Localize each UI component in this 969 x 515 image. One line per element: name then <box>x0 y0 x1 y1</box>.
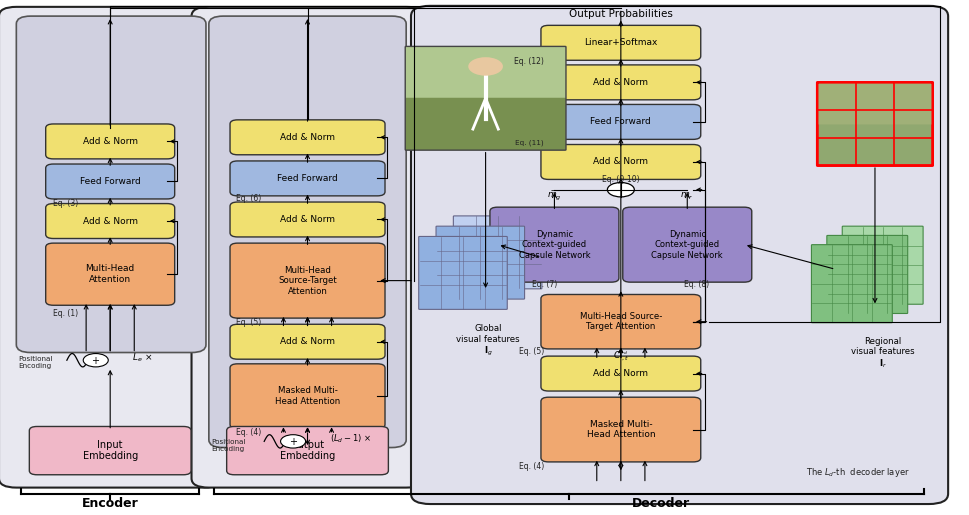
FancyBboxPatch shape <box>816 82 932 125</box>
Text: Feed Forward: Feed Forward <box>277 174 337 183</box>
Text: Eq. (5): Eq. (5) <box>235 318 261 327</box>
FancyBboxPatch shape <box>816 82 932 165</box>
Circle shape <box>607 182 634 197</box>
FancyBboxPatch shape <box>405 46 565 99</box>
Text: Add & Norm: Add & Norm <box>82 216 138 226</box>
FancyBboxPatch shape <box>489 207 618 282</box>
FancyBboxPatch shape <box>29 426 191 475</box>
Text: Add & Norm: Add & Norm <box>82 137 138 146</box>
Text: Masked Multi-
Head Attention: Masked Multi- Head Attention <box>586 420 654 439</box>
FancyBboxPatch shape <box>811 245 891 323</box>
Text: Eq. (11): Eq. (11) <box>515 139 544 146</box>
Text: Eq. (5): Eq. (5) <box>518 347 544 356</box>
FancyBboxPatch shape <box>46 203 174 238</box>
Text: Eq. (12): Eq. (12) <box>514 58 544 66</box>
Text: The $L_d$-th  decoder layer: The $L_d$-th decoder layer <box>805 467 909 479</box>
Text: $+$: $+$ <box>91 355 100 366</box>
FancyBboxPatch shape <box>16 16 205 353</box>
Text: Multi-Head Source-
Target Attention: Multi-Head Source- Target Attention <box>579 312 662 331</box>
FancyBboxPatch shape <box>230 243 385 318</box>
FancyBboxPatch shape <box>230 324 385 359</box>
FancyBboxPatch shape <box>191 7 423 488</box>
FancyBboxPatch shape <box>541 295 700 349</box>
Text: Global
visual features
$\mathbf{I}_g$: Global visual features $\mathbf{I}_g$ <box>455 324 519 358</box>
FancyBboxPatch shape <box>541 65 700 100</box>
FancyBboxPatch shape <box>411 6 947 504</box>
Text: Eq. (4): Eq. (4) <box>518 461 544 471</box>
Text: Eq. (4): Eq. (4) <box>235 428 261 437</box>
Text: Masked Multi-
Head Attention: Masked Multi- Head Attention <box>274 386 340 406</box>
FancyBboxPatch shape <box>208 16 406 448</box>
Circle shape <box>280 435 305 448</box>
FancyBboxPatch shape <box>46 124 174 159</box>
Circle shape <box>83 353 109 367</box>
Text: $L_e$ ×: $L_e$ × <box>132 351 152 364</box>
FancyBboxPatch shape <box>622 207 751 282</box>
Text: Multi-Head
Source-Target
Attention: Multi-Head Source-Target Attention <box>278 266 336 296</box>
Text: $\bar{m}_g$: $\bar{m}_g$ <box>547 189 561 202</box>
Text: Multi-Head
Attention: Multi-Head Attention <box>85 265 135 284</box>
FancyBboxPatch shape <box>541 105 700 140</box>
Text: Dynamic
Context-guided
Capsule Network: Dynamic Context-guided Capsule Network <box>518 230 589 260</box>
Text: Output
Embedding: Output Embedding <box>280 440 335 461</box>
FancyBboxPatch shape <box>541 397 700 462</box>
Text: Add & Norm: Add & Norm <box>593 158 647 166</box>
Text: Add & Norm: Add & Norm <box>593 369 647 378</box>
Text: Input
Embedding: Input Embedding <box>82 440 138 461</box>
Circle shape <box>468 57 502 76</box>
FancyBboxPatch shape <box>230 120 385 155</box>
Text: Eq. (9-10): Eq. (9-10) <box>602 175 639 183</box>
FancyBboxPatch shape <box>46 243 174 305</box>
Text: Feed Forward: Feed Forward <box>590 117 650 126</box>
FancyBboxPatch shape <box>230 202 385 237</box>
Text: $C^{L_d}_{\cdot,t}$: $C^{L_d}_{\cdot,t}$ <box>612 348 628 363</box>
Text: Dynamic
Context-guided
Capsule Network: Dynamic Context-guided Capsule Network <box>651 230 722 260</box>
FancyBboxPatch shape <box>436 226 524 299</box>
Text: $+$: $+$ <box>288 436 297 447</box>
FancyBboxPatch shape <box>419 236 507 310</box>
FancyBboxPatch shape <box>230 161 385 196</box>
Text: Add & Norm: Add & Norm <box>280 215 334 224</box>
Text: Add & Norm: Add & Norm <box>280 337 334 346</box>
Text: Eq. (1): Eq. (1) <box>53 308 78 318</box>
FancyBboxPatch shape <box>230 364 385 428</box>
FancyBboxPatch shape <box>46 164 174 199</box>
Text: Add & Norm: Add & Norm <box>593 78 647 87</box>
FancyBboxPatch shape <box>453 216 542 289</box>
Text: $(L_d-1)$ ×: $(L_d-1)$ × <box>329 433 370 445</box>
Text: Positional
Encoding: Positional Encoding <box>210 439 245 452</box>
Text: Eq. (8): Eq. (8) <box>683 280 708 289</box>
FancyBboxPatch shape <box>405 98 565 150</box>
Text: Positional
Encoding: Positional Encoding <box>18 356 52 369</box>
Text: Eq. (6): Eq. (6) <box>235 194 261 203</box>
Text: Decoder: Decoder <box>632 496 690 509</box>
FancyBboxPatch shape <box>841 226 922 304</box>
Text: Feed Forward: Feed Forward <box>79 177 141 186</box>
Text: Add & Norm: Add & Norm <box>280 133 334 142</box>
Text: Eq. (7): Eq. (7) <box>532 280 557 289</box>
Text: Regional
visual features
$\mathbf{I}_r$: Regional visual features $\mathbf{I}_r$ <box>850 337 914 370</box>
Text: Output Probabilities: Output Probabilities <box>569 9 672 19</box>
Text: Encoder: Encoder <box>81 496 139 509</box>
FancyBboxPatch shape <box>541 356 700 391</box>
Text: Eq. (3): Eq. (3) <box>53 199 78 208</box>
Text: $\bar{m}_r$: $\bar{m}_r$ <box>679 190 694 202</box>
FancyBboxPatch shape <box>227 426 388 475</box>
Text: Linear+Softmax: Linear+Softmax <box>583 38 657 47</box>
FancyBboxPatch shape <box>541 25 700 60</box>
FancyBboxPatch shape <box>541 145 700 179</box>
FancyBboxPatch shape <box>826 235 907 314</box>
FancyBboxPatch shape <box>0 7 221 488</box>
